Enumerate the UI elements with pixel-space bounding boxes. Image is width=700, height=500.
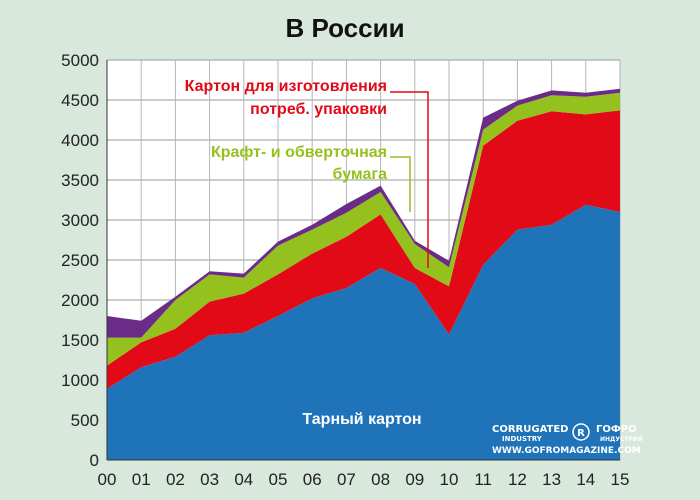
annotation-consumer-board-line1: Картон для изготовления	[185, 78, 387, 95]
x-tick-label-12: 12	[508, 470, 527, 489]
annotation-consumer-board-line2: потреб. упаковки	[250, 101, 387, 118]
y-tick-label-4: 2000	[61, 291, 99, 310]
annotation-kraft-paper-line1: Крафт- и обверточная	[211, 144, 387, 161]
y-tick-label-8: 4000	[61, 131, 99, 150]
y-tick-label-3: 1500	[61, 331, 99, 350]
label-tarny-karton: Тарный картон	[302, 411, 421, 428]
watermark-registered: R	[577, 428, 585, 439]
y-tick-label-0: 0	[90, 451, 99, 470]
annotation-consumer-board: Картон для изготовления потреб. упаковки	[185, 78, 429, 268]
x-tick-label-6: 06	[303, 470, 322, 489]
y-tick-label-5: 2500	[61, 251, 99, 270]
y-tick-label-2: 1000	[61, 371, 99, 390]
registered-mark-icon	[572, 423, 590, 441]
y-tick-label-6: 3000	[61, 211, 99, 230]
watermark-gofro-sub: ИНДУСТРИЯ	[600, 436, 643, 443]
x-tick-label-10: 10	[440, 470, 459, 489]
area-series-1	[107, 110, 620, 389]
series-labels: Тарный картон	[302, 411, 421, 428]
annotation-kraft-paper: Крафт- и обверточная бумага	[211, 144, 411, 212]
x-tick-label-11: 11	[474, 470, 492, 489]
x-tick-label-15: 15	[611, 470, 630, 489]
annotation-consumer-board-leader	[390, 91, 429, 268]
y-tick-label-1: 500	[71, 411, 99, 430]
annotation-kraft-paper-leader	[390, 156, 411, 212]
y-axis: 0 500 1000 1500 2000 2500 3000 3500 4000 4500 5000	[61, 51, 108, 470]
x-tick-label-9: 09	[405, 470, 424, 489]
chart-title: В России	[285, 13, 404, 43]
y-tick-label-10: 5000	[61, 51, 99, 70]
x-tick-label-7: 07	[337, 470, 356, 489]
x-tick-label-1: 01	[132, 470, 151, 489]
x-tick-label-2: 02	[166, 470, 185, 489]
watermark-industry: INDUSTRY	[502, 435, 543, 443]
watermark-url: WWW.GOFROMAGAZINE.COM	[492, 446, 641, 456]
x-tick-label-4: 04	[234, 470, 253, 489]
area-series	[107, 88, 620, 460]
area-series-0	[107, 204, 620, 460]
x-axis: 00 01 02 03 04 05 06 07 08 09 10 11 12 13 14 15	[98, 459, 630, 489]
y-tick-label-9: 4500	[61, 91, 99, 110]
annotation-kraft-paper-line2: бумага	[333, 166, 388, 183]
watermark-corrugated: CORRUGATED	[492, 424, 568, 435]
area-series-3	[107, 88, 620, 338]
y-tick-label-7: 3500	[61, 171, 99, 190]
x-tick-label-14: 14	[576, 470, 595, 489]
x-tick-label-0: 00	[98, 470, 117, 489]
x-tick-label-8: 08	[371, 470, 390, 489]
x-tick-label-5: 05	[269, 470, 288, 489]
x-tick-label-3: 03	[200, 470, 219, 489]
watermark-gofro: ГОФРО	[596, 424, 637, 435]
x-tick-label-13: 13	[542, 470, 561, 489]
watermark-logo: CORRUGATED INDUSTRY R ГОФРО ИНДУСТРИЯ WW…	[492, 423, 643, 456]
